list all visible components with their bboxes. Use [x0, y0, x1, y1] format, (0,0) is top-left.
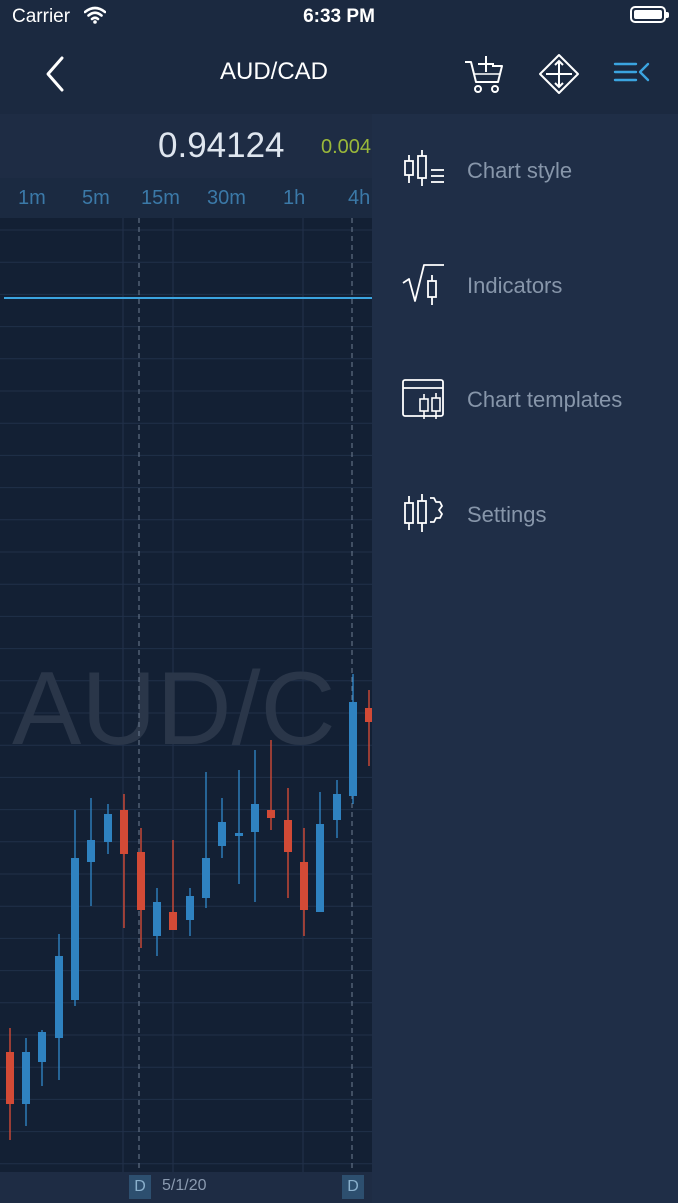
- menu-collapse-icon[interactable]: [610, 52, 654, 96]
- candle-body: [22, 1052, 30, 1104]
- menu-item-label: Indicators: [467, 273, 563, 298]
- menu-item-settings[interactable]: Settings: [372, 474, 678, 554]
- candlestick-chart[interactable]: AUD/C: [0, 218, 372, 1172]
- candle-body: [153, 902, 161, 936]
- candle-body: [218, 822, 226, 846]
- date-label: 5/1/20: [162, 1177, 207, 1194]
- timeframe-15m[interactable]: 15m: [141, 187, 180, 209]
- chart-templates-icon: [402, 379, 444, 419]
- battery-icon: [630, 6, 669, 23]
- chart-pane: 0.94124 0.004 1m 5m 15m 30m 1h 4h AUD/C …: [0, 114, 372, 1203]
- candle-body: [55, 956, 63, 1038]
- timeframe-1m[interactable]: 1m: [18, 187, 46, 209]
- candle-body: [267, 810, 275, 818]
- candles-group: [6, 674, 372, 1140]
- date-axis: D 5/1/20 D: [0, 1172, 372, 1203]
- candle-body: [186, 896, 194, 920]
- carrier-label: Carrier: [12, 6, 71, 27]
- day-marker-badge: D: [342, 1175, 364, 1199]
- chart-style-icon: [404, 150, 444, 186]
- add-to-cart-icon[interactable]: [462, 52, 506, 96]
- current-price: 0.94124: [158, 126, 285, 165]
- timeframe-30m[interactable]: 30m: [207, 187, 246, 209]
- timeframe-5m[interactable]: 5m: [82, 187, 110, 209]
- candle-body: [202, 858, 210, 898]
- menu-item-label: Chart templates: [467, 387, 623, 412]
- candle-body: [87, 840, 95, 862]
- menu-item-label: Chart style: [467, 158, 573, 183]
- quote-row: 0.94124 0.004: [0, 114, 372, 178]
- menu-item-chart-templates[interactable]: Chart templates: [372, 359, 678, 439]
- menu-item-chart-style[interactable]: Chart style: [372, 130, 678, 210]
- candle-body: [104, 814, 112, 842]
- candle-body: [349, 702, 357, 796]
- menu-item-indicators[interactable]: Indicators: [372, 245, 678, 325]
- chart-watermark: AUD/C: [12, 651, 336, 767]
- nav-bar: AUD/CAD: [0, 32, 678, 114]
- timeframe-4h[interactable]: 4h: [348, 187, 371, 209]
- menu-item-label: Settings: [467, 502, 547, 527]
- timeframe-1h[interactable]: 1h: [283, 187, 306, 209]
- price-change: 0.004: [321, 136, 372, 158]
- wifi-icon: [84, 6, 106, 24]
- candle-body: [251, 804, 259, 832]
- status-bar: Carrier 6:33 PM: [0, 0, 678, 32]
- candle-body: [169, 912, 177, 930]
- page-title: AUD/CAD: [219, 58, 328, 85]
- candle-body: [333, 794, 341, 820]
- indicators-icon: [402, 264, 444, 305]
- candle-body: [300, 862, 308, 910]
- candle-body: [316, 824, 324, 912]
- candle-body: [137, 852, 145, 910]
- candle-body: [365, 708, 372, 722]
- settings-icon: [404, 494, 443, 532]
- crosshair-move-icon[interactable]: [537, 52, 581, 96]
- candle-body: [6, 1052, 14, 1104]
- candle-body: [284, 820, 292, 852]
- candle-body: [38, 1032, 46, 1062]
- candle-body: [235, 833, 243, 836]
- back-chevron-icon[interactable]: [40, 52, 74, 96]
- clock: 6:33 PM: [303, 6, 375, 27]
- timeframe-bar: 1m 5m 15m 30m 1h 4h: [0, 178, 372, 218]
- candle-body: [120, 810, 128, 854]
- day-marker-badge: D: [129, 1175, 151, 1199]
- chart-options-menu: Chart style Indicators Chart templates S…: [372, 114, 678, 1203]
- candle-body: [71, 858, 79, 1000]
